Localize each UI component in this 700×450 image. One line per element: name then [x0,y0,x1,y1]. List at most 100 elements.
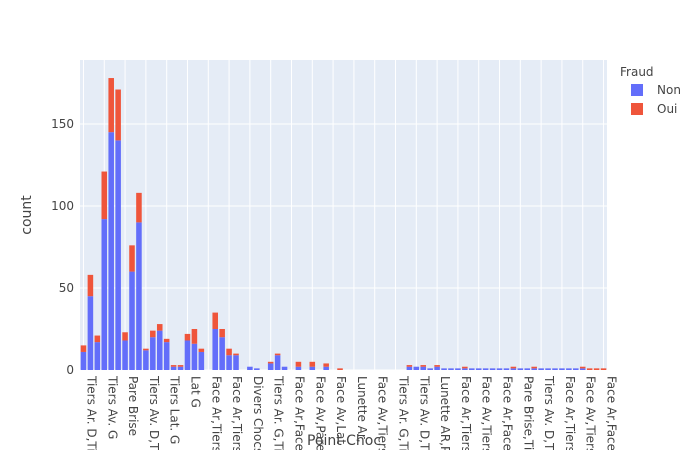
bar-oui-10[interactable] [150,330,156,338]
bar-oui-73[interactable] [586,368,593,370]
bar-non-2[interactable] [94,342,101,370]
bar-oui-1[interactable] [87,274,94,297]
bar-oui-14[interactable] [177,365,184,367]
bar-non-67[interactable] [545,368,551,370]
bar-non-14[interactable] [177,366,184,370]
bar-non-53[interactable] [448,368,454,370]
bar-non-3[interactable] [101,219,108,370]
bar-non-12[interactable] [163,342,170,370]
bar-non-27[interactable] [267,363,274,370]
bar-non-28[interactable] [274,355,281,370]
bar-non-19[interactable] [212,328,218,370]
bar-oui-72[interactable] [579,366,586,369]
bar-non-17[interactable] [198,351,205,370]
bar-non-16[interactable] [191,343,198,370]
bar-non-54[interactable] [455,368,461,370]
bar-non-0[interactable] [80,351,87,370]
bar-oui-13[interactable] [170,365,177,367]
bar-non-66[interactable] [538,368,544,370]
bar-non-10[interactable] [150,337,156,370]
bar-oui-51[interactable] [434,365,440,367]
bar-oui-35[interactable] [323,363,329,367]
bar-non-62[interactable] [510,368,517,370]
bar-non-21[interactable] [226,355,232,370]
bar-non-65[interactable] [531,368,537,370]
bar-non-25[interactable] [254,368,260,370]
bar-oui-33[interactable] [309,361,316,367]
bar-non-69[interactable] [559,368,565,370]
bar-non-48[interactable] [413,366,420,370]
legend-swatch-non[interactable] [631,84,643,96]
bar-non-13[interactable] [170,366,177,370]
bar-non-4[interactable] [108,132,114,370]
bar-non-70[interactable] [566,368,572,370]
bar-oui-37[interactable] [337,368,343,370]
bar-non-33[interactable] [309,366,316,370]
legend-title: Fraud [620,65,654,79]
bar-oui-4[interactable] [108,78,114,133]
legend-label-non[interactable]: Non [657,83,681,97]
bar-non-29[interactable] [281,366,288,370]
bar-non-31[interactable] [295,366,302,370]
bar-oui-65[interactable] [531,366,537,369]
bar-oui-20[interactable] [219,328,225,338]
bar-non-68[interactable] [552,368,558,370]
bar-oui-28[interactable] [274,353,281,356]
bar-non-1[interactable] [87,296,94,370]
bar-oui-6[interactable] [122,332,128,341]
bar-oui-55[interactable] [462,366,468,369]
bar-non-22[interactable] [233,355,239,370]
bar-non-64[interactable] [524,368,531,370]
bar-non-7[interactable] [129,271,135,370]
bar-oui-75[interactable] [600,368,607,370]
bar-non-9[interactable] [143,350,149,370]
bar-non-11[interactable] [156,330,163,370]
bar-oui-7[interactable] [129,245,135,272]
bar-oui-3[interactable] [101,171,108,220]
bar-non-63[interactable] [517,368,524,370]
bar-oui-11[interactable] [156,324,163,331]
bar-non-55[interactable] [462,368,468,370]
bar-oui-19[interactable] [212,312,218,329]
bar-non-71[interactable] [573,368,579,370]
bar-non-52[interactable] [441,368,447,370]
bar-oui-31[interactable] [295,361,302,367]
bar-oui-2[interactable] [94,335,101,343]
bar-oui-15[interactable] [184,333,191,341]
bar-non-51[interactable] [434,366,440,370]
bar-oui-22[interactable] [233,353,239,356]
bar-oui-12[interactable] [163,338,170,343]
bar-oui-74[interactable] [593,368,600,370]
bar-non-49[interactable] [420,366,427,370]
bar-non-58[interactable] [482,368,489,370]
bar-oui-9[interactable] [143,348,149,351]
bar-oui-17[interactable] [198,348,205,352]
bar-oui-16[interactable] [191,328,198,344]
bar-non-60[interactable] [496,368,503,370]
bar-non-59[interactable] [489,368,496,370]
bar-oui-49[interactable] [420,365,427,367]
bar-non-72[interactable] [579,368,586,370]
bar-non-5[interactable] [115,140,121,370]
bar-oui-27[interactable] [267,361,274,364]
bar-non-24[interactable] [247,366,253,370]
bar-non-8[interactable] [136,222,142,370]
bar-non-50[interactable] [427,368,433,370]
bar-oui-5[interactable] [115,89,121,141]
bar-non-57[interactable] [475,368,482,370]
bar-oui-21[interactable] [226,348,232,356]
x-tick-label: Tiers Av. G [105,375,119,439]
bar-non-61[interactable] [503,368,510,370]
bar-non-20[interactable] [219,337,225,370]
bar-non-56[interactable] [469,368,475,370]
bar-oui-8[interactable] [136,192,142,223]
bar-non-35[interactable] [323,366,329,370]
bar-oui-47[interactable] [406,365,413,367]
legend-label-oui[interactable]: Oui [657,102,677,116]
bar-oui-62[interactable] [510,366,517,369]
bar-non-6[interactable] [122,340,128,370]
bar-non-47[interactable] [406,366,413,370]
bar-non-15[interactable] [184,340,191,370]
bar-oui-0[interactable] [80,345,87,352]
legend-swatch-oui[interactable] [631,103,643,115]
